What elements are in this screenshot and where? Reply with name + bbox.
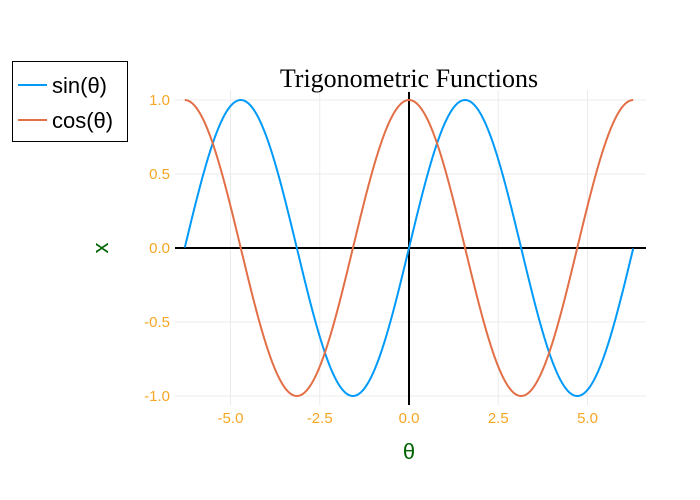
x-tick-label: -2.5 [307,410,333,427]
y-tick-label: -1.0 [144,388,170,405]
y-tick-label: 0.5 [149,166,170,183]
x-tick-label: -5.0 [218,410,244,427]
series-line-cos [184,99,634,397]
series-line-sin [183,99,635,397]
x-tick-label: 5.0 [577,410,598,427]
legend: sin(θ) cos(θ) [12,61,128,142]
series-layer [183,99,635,397]
legend-label-sin: sin(θ) [52,73,107,98]
x-tick-label: 0.0 [399,410,420,427]
tick-labels: -5.0 -2.5 0.0 2.5 5.0 -1.0 -0.5 0.0 0.5 1.0 [144,92,598,427]
chart-title: Trigonometric Functions [280,64,538,93]
y-tick-label: 1.0 [149,92,170,109]
y-tick-label: 0.0 [149,240,170,257]
legend-box [12,61,128,142]
legend-label-cos: cos(θ) [52,108,113,133]
y-axis-label: x [88,243,113,254]
x-axis-label: θ [403,439,415,464]
y-tick-label: -0.5 [144,314,170,331]
x-tick-label: 2.5 [488,410,509,427]
